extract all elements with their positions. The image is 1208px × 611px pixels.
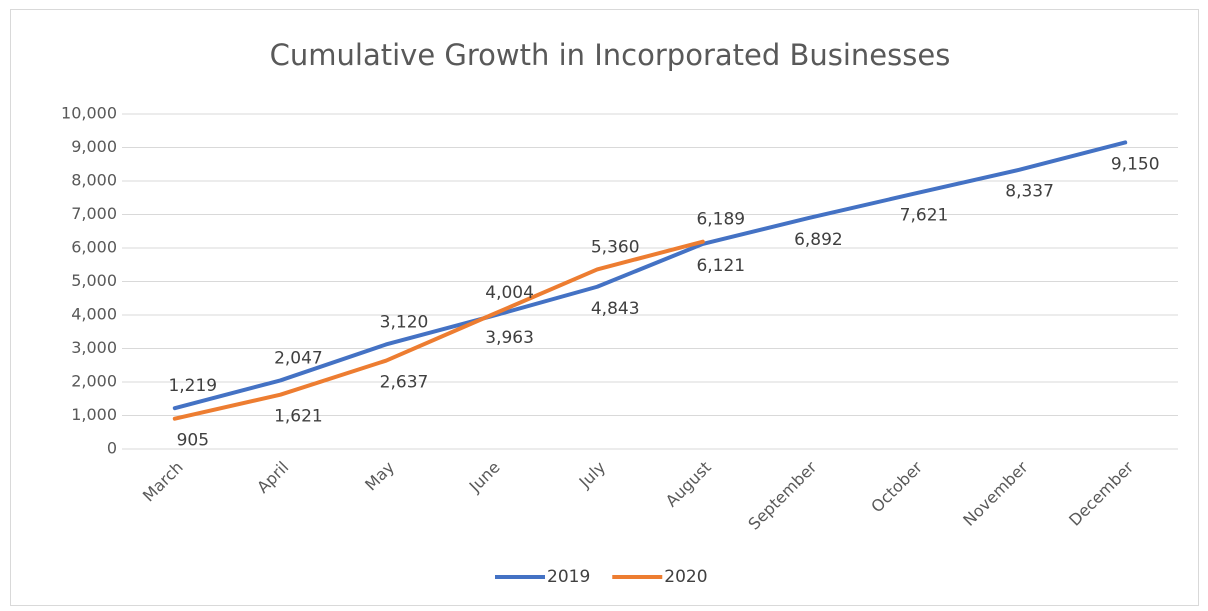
y-tick-label: 3,000 xyxy=(71,338,117,357)
chart-border xyxy=(10,9,1199,606)
y-tick-label: 8,000 xyxy=(71,171,117,190)
data-label: 9,150 xyxy=(1111,154,1160,174)
y-tick-label: 9,000 xyxy=(71,137,117,156)
data-label: 8,337 xyxy=(1005,182,1054,202)
data-label: 1,219 xyxy=(168,376,217,396)
y-tick-label: 1,000 xyxy=(71,405,117,424)
data-label: 4,843 xyxy=(591,299,640,319)
data-label: 2,047 xyxy=(274,348,323,368)
y-tick-label: 10,000 xyxy=(61,104,117,123)
series-line xyxy=(172,140,1128,411)
y-tick-label: 4,000 xyxy=(71,305,117,324)
y-tick-label: 7,000 xyxy=(71,204,117,223)
data-label: 3,120 xyxy=(380,312,429,332)
data-label: 6,121 xyxy=(696,256,745,276)
data-label: 6,189 xyxy=(696,210,745,230)
data-label: 6,892 xyxy=(794,230,843,250)
legend-label: 2019 xyxy=(547,567,590,587)
chart-title: Cumulative Growth in Incorporated Busine… xyxy=(270,38,951,72)
data-label: 3,963 xyxy=(485,328,534,348)
data-label: 4,004 xyxy=(485,283,534,303)
data-label: 905 xyxy=(177,431,209,451)
series-line xyxy=(172,239,705,421)
y-tick-label: 5,000 xyxy=(71,271,117,290)
data-label: 2,637 xyxy=(380,373,429,393)
data-label: 5,360 xyxy=(591,237,640,257)
data-label: 7,621 xyxy=(900,206,949,226)
legend-label: 2020 xyxy=(664,567,707,587)
y-tick-label: 0 xyxy=(107,439,117,458)
data-label: 1,621 xyxy=(274,407,323,427)
y-tick-label: 6,000 xyxy=(71,238,117,257)
y-tick-label: 2,000 xyxy=(71,372,117,391)
